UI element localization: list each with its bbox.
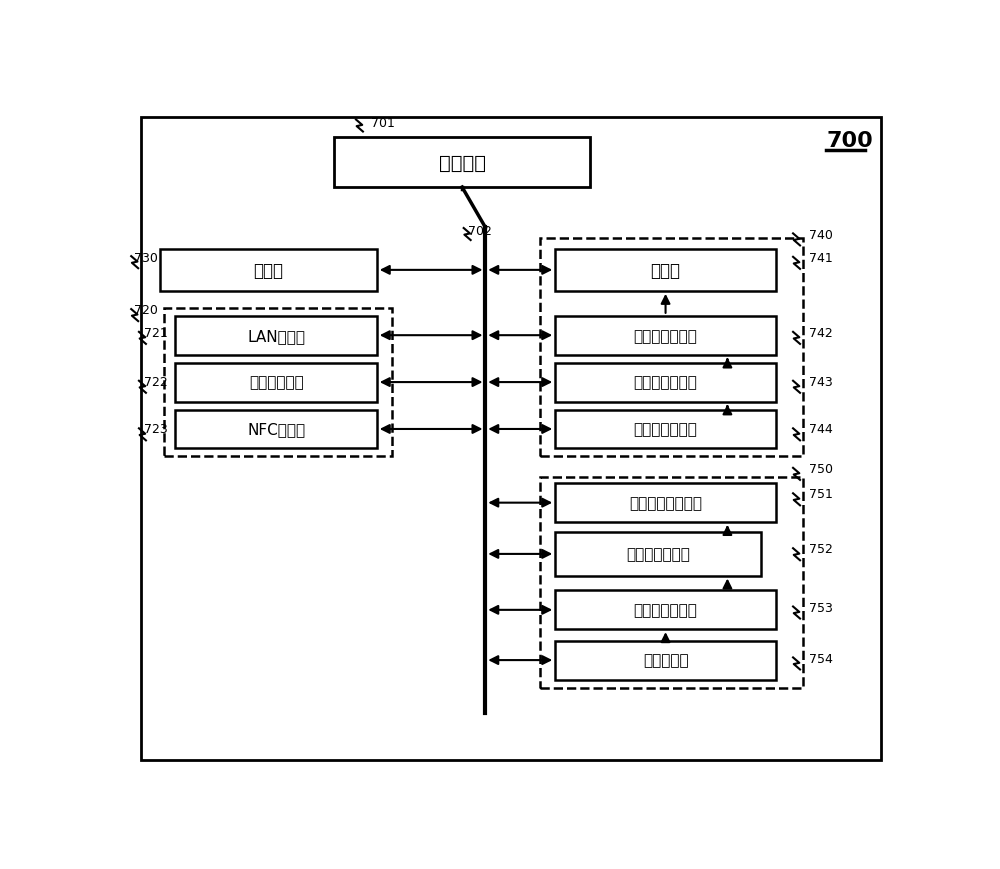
- Text: 701: 701: [371, 116, 395, 129]
- Text: 752: 752: [809, 543, 832, 556]
- Bar: [555, 363, 776, 402]
- Bar: [555, 410, 776, 449]
- Text: 702: 702: [468, 225, 492, 238]
- Text: 754: 754: [809, 652, 832, 665]
- Text: 720: 720: [134, 304, 158, 317]
- Text: 751: 751: [809, 488, 832, 501]
- Text: 操作部: 操作部: [253, 262, 283, 280]
- Text: 图像信号处理部: 图像信号处理部: [634, 328, 698, 343]
- Text: 730: 730: [134, 252, 158, 265]
- Text: 744: 744: [809, 423, 832, 436]
- Text: LAN通信部: LAN通信部: [247, 328, 305, 343]
- Text: 722: 722: [144, 375, 168, 388]
- Text: 扬声器声音输出部: 扬声器声音输出部: [629, 495, 702, 511]
- Text: 721: 721: [144, 327, 168, 340]
- Bar: [175, 363, 377, 402]
- Text: 主控制部: 主控制部: [439, 153, 486, 172]
- Bar: [555, 316, 776, 355]
- Text: 700: 700: [826, 131, 873, 151]
- Bar: [555, 591, 776, 629]
- Bar: [555, 484, 776, 522]
- Text: 753: 753: [809, 601, 832, 614]
- Text: 741: 741: [809, 252, 832, 265]
- Text: 第一图像输入部: 第一图像输入部: [634, 375, 698, 390]
- Text: 电话网通信部: 电话网通信部: [249, 375, 304, 390]
- Bar: [555, 249, 776, 292]
- Bar: [555, 641, 776, 680]
- Text: 声音信号处理部: 声音信号处理部: [634, 602, 698, 618]
- Text: 耳机声音输出部: 耳机声音输出部: [626, 547, 690, 561]
- Bar: [164, 309, 392, 456]
- Bar: [334, 137, 590, 188]
- Text: 声音输入部: 声音输入部: [643, 653, 688, 667]
- Text: 750: 750: [809, 462, 833, 475]
- Text: 742: 742: [809, 327, 832, 340]
- Text: 723: 723: [144, 423, 168, 436]
- Bar: [175, 410, 377, 449]
- Text: NFC通信部: NFC通信部: [247, 422, 305, 437]
- Text: 743: 743: [809, 375, 832, 388]
- Bar: [175, 316, 377, 355]
- Text: 第二图像输入部: 第二图像输入部: [634, 422, 698, 437]
- Bar: [540, 477, 803, 687]
- Text: 显示部: 显示部: [651, 262, 681, 280]
- Bar: [540, 239, 803, 456]
- Bar: [160, 249, 377, 292]
- Bar: [555, 533, 761, 576]
- Text: 740: 740: [809, 229, 832, 242]
